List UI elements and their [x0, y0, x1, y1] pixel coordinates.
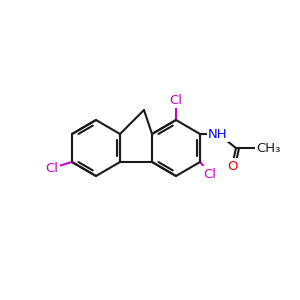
Text: Cl: Cl [203, 167, 217, 181]
Text: Cl: Cl [169, 94, 182, 106]
Text: CH₃: CH₃ [256, 142, 280, 154]
Text: O: O [227, 160, 237, 172]
Text: Cl: Cl [46, 161, 59, 175]
Text: NH: NH [208, 128, 228, 140]
